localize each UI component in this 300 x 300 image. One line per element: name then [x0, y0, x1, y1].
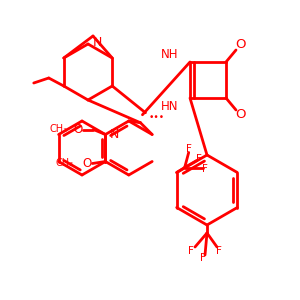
Text: O: O	[235, 38, 245, 52]
Text: F: F	[202, 164, 208, 175]
Text: F: F	[186, 145, 192, 154]
Text: F: F	[188, 246, 194, 256]
Text: O: O	[74, 123, 83, 136]
Text: HN: HN	[160, 100, 178, 112]
Text: F: F	[200, 253, 206, 263]
Text: O: O	[83, 157, 92, 170]
Text: •••: •••	[148, 113, 165, 122]
Text: N: N	[110, 128, 119, 141]
Text: O: O	[235, 109, 245, 122]
Text: NH: NH	[160, 47, 178, 61]
Text: F: F	[196, 154, 202, 164]
Text: CH₃: CH₃	[55, 158, 74, 169]
Text: N: N	[93, 35, 102, 49]
Text: F: F	[216, 246, 222, 256]
Text: CH₃: CH₃	[49, 124, 68, 134]
